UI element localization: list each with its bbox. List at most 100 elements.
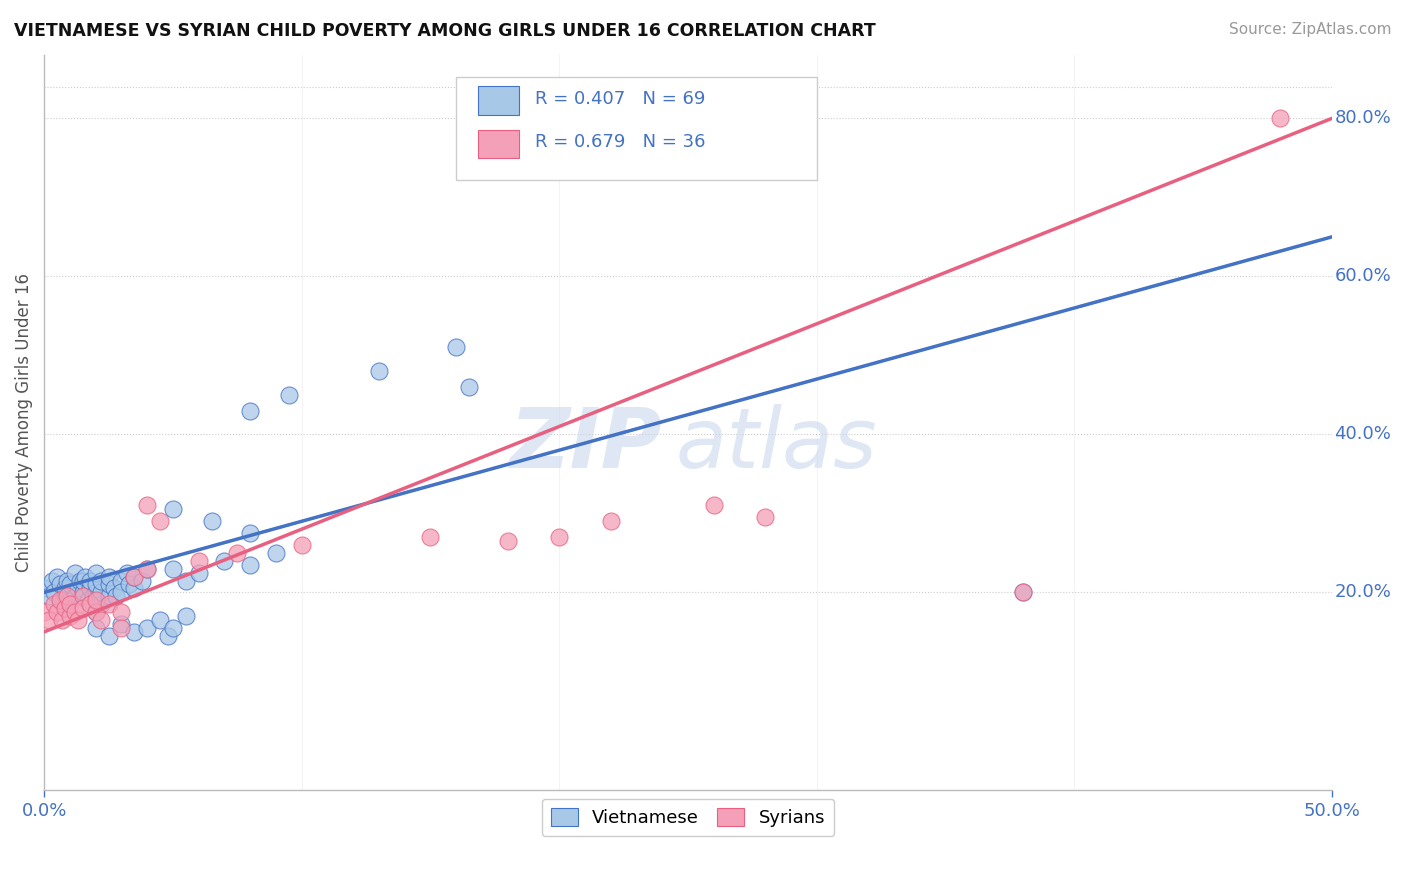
Point [59,593,82,607]
Point [51,597,73,611]
Point [41,574,63,588]
Text: ZIP: ZIP [509,404,662,485]
Point [56,590,79,604]
Point [162,502,184,516]
Point [97,629,120,643]
Text: 80.0%: 80.0% [1334,110,1392,128]
Point [122,569,145,583]
Point [66,582,89,596]
Point [38,613,60,627]
Text: atlas: atlas [675,404,877,485]
Point [136,621,159,635]
FancyBboxPatch shape [456,78,817,180]
Point [82,590,104,604]
Point [38,590,60,604]
Text: 60.0%: 60.0% [1334,268,1392,285]
Point [90,613,112,627]
Legend: Vietnamese, Syrians: Vietnamese, Syrians [541,798,834,836]
Point [63,566,86,580]
Point [48,577,70,591]
Text: R = 0.407   N = 69: R = 0.407 N = 69 [534,90,706,108]
Point [84,605,107,619]
Point [44,585,66,599]
Y-axis label: Child Poverty Among Girls Under 16: Child Poverty Among Girls Under 16 [15,273,32,572]
Point [239,558,262,572]
Point [97,577,120,591]
Point [46,569,69,583]
Point [97,590,120,604]
Point [75,569,97,583]
Point [136,499,159,513]
Point [72,585,94,599]
Point [84,621,107,635]
Point [90,574,112,588]
Point [187,554,209,568]
Point [32,605,55,619]
Point [53,590,76,604]
Point [1270,112,1292,126]
Point [214,554,236,568]
Bar [478,87,519,115]
Point [97,597,120,611]
Point [53,601,76,615]
Point [110,617,132,632]
Point [444,341,467,355]
Point [110,621,132,635]
Point [84,577,107,591]
Point [59,597,82,611]
Point [69,574,91,588]
Point [458,380,481,394]
Point [162,562,184,576]
Point [110,605,132,619]
Point [226,546,249,560]
Point [149,514,172,528]
Point [419,530,441,544]
Point [122,569,145,583]
Point [703,499,725,513]
Point [105,590,128,604]
Point [174,574,197,588]
Point [122,624,145,639]
Point [136,562,159,576]
Point [239,403,262,417]
Point [122,582,145,596]
Point [53,582,76,596]
Point [79,582,101,596]
Point [131,574,153,588]
Point [51,613,73,627]
Point [56,574,79,588]
Point [77,593,100,607]
Text: R = 0.679   N = 36: R = 0.679 N = 36 [534,133,706,151]
Point [368,364,391,378]
Point [66,613,89,627]
Point [84,593,107,607]
Point [136,562,159,576]
Point [72,590,94,604]
Point [115,566,138,580]
Text: VIETNAMESE VS SYRIAN CHILD POVERTY AMONG GIRLS UNDER 16 CORRELATION CHART: VIETNAMESE VS SYRIAN CHILD POVERTY AMONG… [14,22,876,40]
Point [72,574,94,588]
Bar [478,130,519,158]
Point [32,582,55,596]
Point [97,569,120,583]
Text: 40.0%: 40.0% [1334,425,1392,443]
Point [63,590,86,604]
Point [174,609,197,624]
Point [1012,585,1035,599]
Point [63,605,86,619]
Point [264,546,287,560]
Point [754,510,776,524]
Point [118,577,141,591]
Text: 20.0%: 20.0% [1334,583,1392,601]
Point [187,566,209,580]
Point [110,585,132,599]
Point [548,530,571,544]
Point [496,534,519,549]
Point [200,514,222,528]
Point [149,613,172,627]
Point [599,514,621,528]
Point [72,601,94,615]
Point [277,388,299,402]
Point [59,577,82,591]
Point [156,629,179,643]
